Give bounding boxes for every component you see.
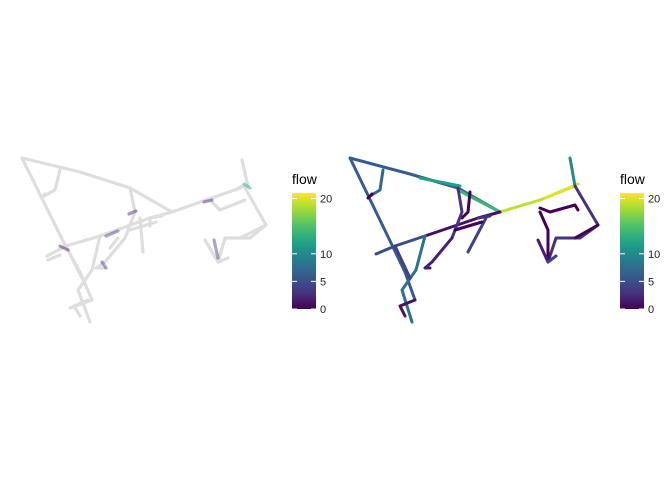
left-legend-title: flow (292, 171, 318, 187)
network-segment-r5 (456, 188, 502, 214)
network-segment-l10 (76, 234, 102, 324)
flow-highlight-h4 (212, 238, 220, 260)
flow-highlight-h6 (58, 244, 70, 252)
network-segment-l24 (46, 253, 62, 262)
network-segment-l2 (20, 156, 174, 214)
network-segment-l25 (234, 184, 244, 192)
network-segment-r15 (400, 234, 427, 324)
right-network-panel (348, 156, 600, 324)
flow-highlight-h7 (242, 182, 252, 190)
network-segment-l22 (40, 192, 47, 200)
network-segment-r21 (398, 298, 417, 318)
network-segment-l9 (45, 234, 102, 258)
colorbar-tick-label: 10 (648, 249, 660, 261)
network-segment-l23 (108, 236, 120, 250)
network-segment-l20 (216, 256, 230, 264)
colorbar-tick-label: 20 (320, 194, 332, 206)
network-segment-r26 (366, 192, 374, 200)
network-segment-l12 (123, 186, 137, 240)
network-segment-r3 (368, 168, 385, 198)
flow-highlight-h5 (202, 198, 214, 204)
flow-highlight-h2 (100, 260, 108, 270)
network-segment-r24 (536, 238, 550, 264)
colorbar-tick-label: 0 (320, 304, 326, 316)
colorbar-tick-label: 20 (648, 194, 660, 206)
left-colorbar (292, 193, 316, 309)
network-segment-l18 (238, 223, 268, 240)
network-segment-r7 (543, 182, 580, 200)
network-segment-r18 (423, 236, 454, 270)
network-segment-r22 (476, 214, 492, 220)
colorbar-tick-label: 5 (648, 276, 654, 288)
right-legend-title: flow (620, 171, 646, 187)
network-segment-l3 (42, 168, 62, 198)
network-segment-l21 (68, 298, 94, 310)
flow-highlight-h1 (104, 229, 120, 238)
right-colorbar (620, 193, 644, 309)
network-segment-r20 (453, 220, 484, 232)
colorbar-tick-label: 0 (648, 304, 654, 316)
network-segment-l7 (208, 198, 247, 212)
network-segment-l19 (203, 238, 220, 264)
network-segment-l5 (216, 184, 268, 264)
network-segment-l17 (148, 214, 164, 220)
network-segment-l4 (170, 184, 246, 214)
colorbar-tick-label: 10 (320, 249, 332, 261)
network-segment-r9 (546, 184, 600, 264)
network-segment-l13 (94, 236, 127, 270)
network-segment-r16 (393, 244, 412, 280)
network-segment-r25 (546, 254, 558, 264)
network-segment-l15 (128, 220, 158, 232)
right-legend: flow 0 5 10 20 (620, 171, 660, 316)
network-segment-l6 (240, 158, 250, 188)
network-segment-r13 (460, 190, 472, 220)
network-segment-r1 (348, 156, 417, 302)
network-segment-r14 (374, 234, 427, 256)
network-segment-l11 (64, 244, 84, 280)
network-segment-r23 (573, 223, 600, 240)
network-segment-r19 (466, 216, 488, 254)
flow-highlight-h3 (127, 209, 138, 216)
left-legend: flow 0 5 10 20 (292, 171, 332, 316)
network-segment-r4 (418, 176, 462, 188)
network-segment-r8 (568, 156, 577, 188)
left-network-panel (20, 156, 268, 324)
network-segment-r11 (538, 210, 550, 264)
network-segment-l14 (138, 216, 145, 254)
colorbar-tick-label: 5 (320, 276, 326, 288)
network-segment-r10 (538, 203, 580, 214)
